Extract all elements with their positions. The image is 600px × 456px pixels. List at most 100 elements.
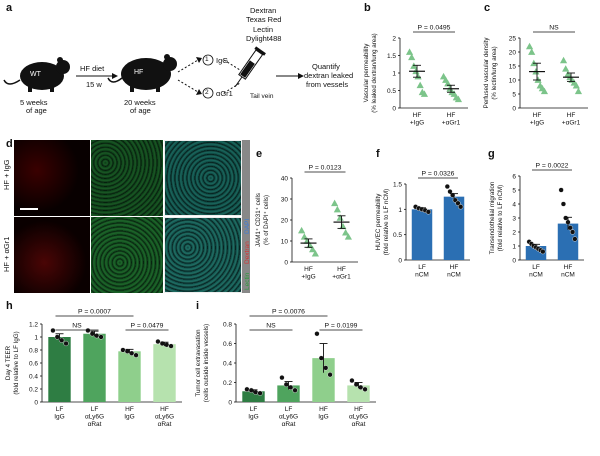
quantify-line2: dextran leaked	[304, 71, 354, 80]
data-point	[257, 390, 263, 396]
significance-label: P = 0.0007	[78, 309, 111, 316]
y-tick-label: 0.8	[29, 348, 38, 355]
y-tick-label: 1.5	[387, 53, 396, 60]
y-axis-label-line-0: JAM1⁺ CD31⁺ cells	[255, 193, 262, 247]
x-tick-label-2-line-1: IgG	[318, 414, 328, 421]
panel-letter-e: e	[256, 148, 263, 160]
data-point	[155, 338, 161, 345]
x-tick-label-2-line-0: HF	[125, 406, 134, 413]
chart-i: 0 0.2 0.4 0.6 0.8 Tumor cell extravasation (ce…	[195, 309, 376, 428]
significance-label: NS	[266, 323, 276, 330]
injection-lectin: Lectin	[253, 25, 274, 34]
panel-letter-h: h	[6, 300, 13, 312]
y-tick-label: 1	[392, 71, 396, 78]
data-point	[540, 87, 549, 95]
data-point	[574, 87, 583, 95]
data-point	[559, 56, 568, 64]
data-point	[344, 233, 352, 240]
data-point	[405, 48, 414, 55]
chart-e: 0 10 20 30 40 JAM1⁺ CD31⁺ cells (% of DAPI⁺ ce…	[255, 165, 358, 281]
y-tick-label: 0.6	[29, 361, 38, 368]
y-tick-label: 0	[512, 258, 516, 265]
x-tick-label-1-line-0: LF	[91, 406, 99, 413]
data-point	[455, 200, 461, 206]
x-tick-label-2-line-1: IgG	[124, 414, 134, 421]
data-point	[454, 95, 463, 103]
x-tick-label-3-line-1: αLy6G	[349, 414, 368, 421]
data-point	[298, 226, 306, 234]
y-tick-label: 1	[34, 335, 38, 342]
y-axis-label-line-1: (fold relative to LF nCM)	[497, 185, 504, 251]
treatment-number-1: 1	[205, 56, 209, 63]
data-point	[253, 389, 259, 395]
data-point	[85, 327, 91, 334]
channel-label-lectin: Lectin	[244, 272, 251, 290]
y-tick-label: 0	[398, 258, 402, 265]
bar	[153, 344, 176, 402]
bar	[242, 391, 265, 402]
micrograph-igg-merge	[164, 140, 242, 216]
data-point	[569, 229, 576, 235]
data-point	[50, 327, 56, 334]
significance-label: NS	[72, 323, 82, 330]
chart-c: 0 5 10 15 20 25 Perfused vascular density (% le…	[483, 25, 588, 127]
x-tick-label-1-line-1: +αGr1	[442, 120, 461, 127]
panel-letter-f: f	[376, 148, 380, 160]
x-tick-label-1-line-0: HF	[447, 112, 456, 119]
y-tick-label: 25	[509, 36, 517, 43]
schematic-diagram	[3, 46, 304, 99]
injection-dextran: Dextran	[250, 6, 277, 15]
data-point	[342, 229, 350, 236]
y-tick-label: 0	[228, 400, 232, 407]
panel-letter-a: a	[6, 2, 13, 14]
micrograph-agr1-dextran	[14, 217, 90, 293]
channel-legend-bar	[242, 140, 250, 293]
data-point	[314, 331, 320, 337]
y-tick-label: 1	[398, 207, 402, 214]
y-tick-label: 10	[509, 78, 517, 85]
data-point	[59, 337, 65, 343]
data-point	[120, 347, 126, 353]
bar	[411, 209, 433, 260]
data-point	[540, 248, 546, 255]
agr1-label: αGr1	[216, 89, 233, 98]
tail-vein-label: Tail vein	[250, 93, 274, 100]
data-point	[458, 204, 464, 210]
significance-label: P = 0.0123	[309, 165, 342, 172]
y-tick-label: 1.5	[393, 182, 402, 189]
y-tick-label: 0.8	[223, 322, 232, 329]
panel-letter-d: d	[6, 138, 13, 150]
data-point	[300, 233, 308, 240]
y-tick-label: 20	[281, 218, 289, 225]
x-tick-label-0-line-1: IgG	[54, 414, 64, 421]
quantify-line1: Quantify	[312, 62, 340, 71]
x-tick-label-3-line-0: HF	[160, 406, 169, 413]
y-tick-label: 0.5	[393, 232, 402, 239]
data-point	[94, 333, 100, 339]
y-axis-label-line-1: (% of DAPI⁺ cells)	[263, 195, 270, 245]
y-axis-label-line-1: (% leaked dextran/lung area)	[371, 33, 378, 112]
x-tick-label-1-line-0: HF	[450, 264, 459, 271]
y-tick-label: 5	[512, 92, 516, 99]
x-tick-label-0-line-1: +IgG	[410, 120, 424, 127]
x-tick-label-1-line-1: nCM	[447, 272, 461, 279]
y-axis-label-line-0: Tumor cell extravasation	[195, 329, 202, 397]
data-point	[572, 236, 578, 242]
data-point	[528, 48, 536, 55]
data-point	[283, 381, 289, 388]
data-point	[425, 209, 432, 215]
data-point	[63, 340, 69, 347]
y-tick-label: 0	[392, 106, 396, 113]
x-tick-label-1-line-1: +αGr1	[562, 120, 581, 127]
significance-label: P = 0.0199	[325, 323, 358, 330]
y-tick-label: 6	[512, 174, 516, 181]
x-tick-label-1-line-0: HF	[564, 264, 573, 271]
y-tick-label: 0.2	[223, 380, 232, 387]
data-point	[333, 205, 341, 213]
data-point	[318, 355, 324, 361]
x-tick-label-1-line-1: nCM	[561, 272, 575, 279]
x-tick-label-1-line-0: HF	[567, 112, 576, 119]
x-tick-label-1-line-2: αRat	[88, 421, 102, 428]
age1b-label: of age	[26, 106, 47, 115]
significance-label: P = 0.0479	[131, 323, 164, 330]
